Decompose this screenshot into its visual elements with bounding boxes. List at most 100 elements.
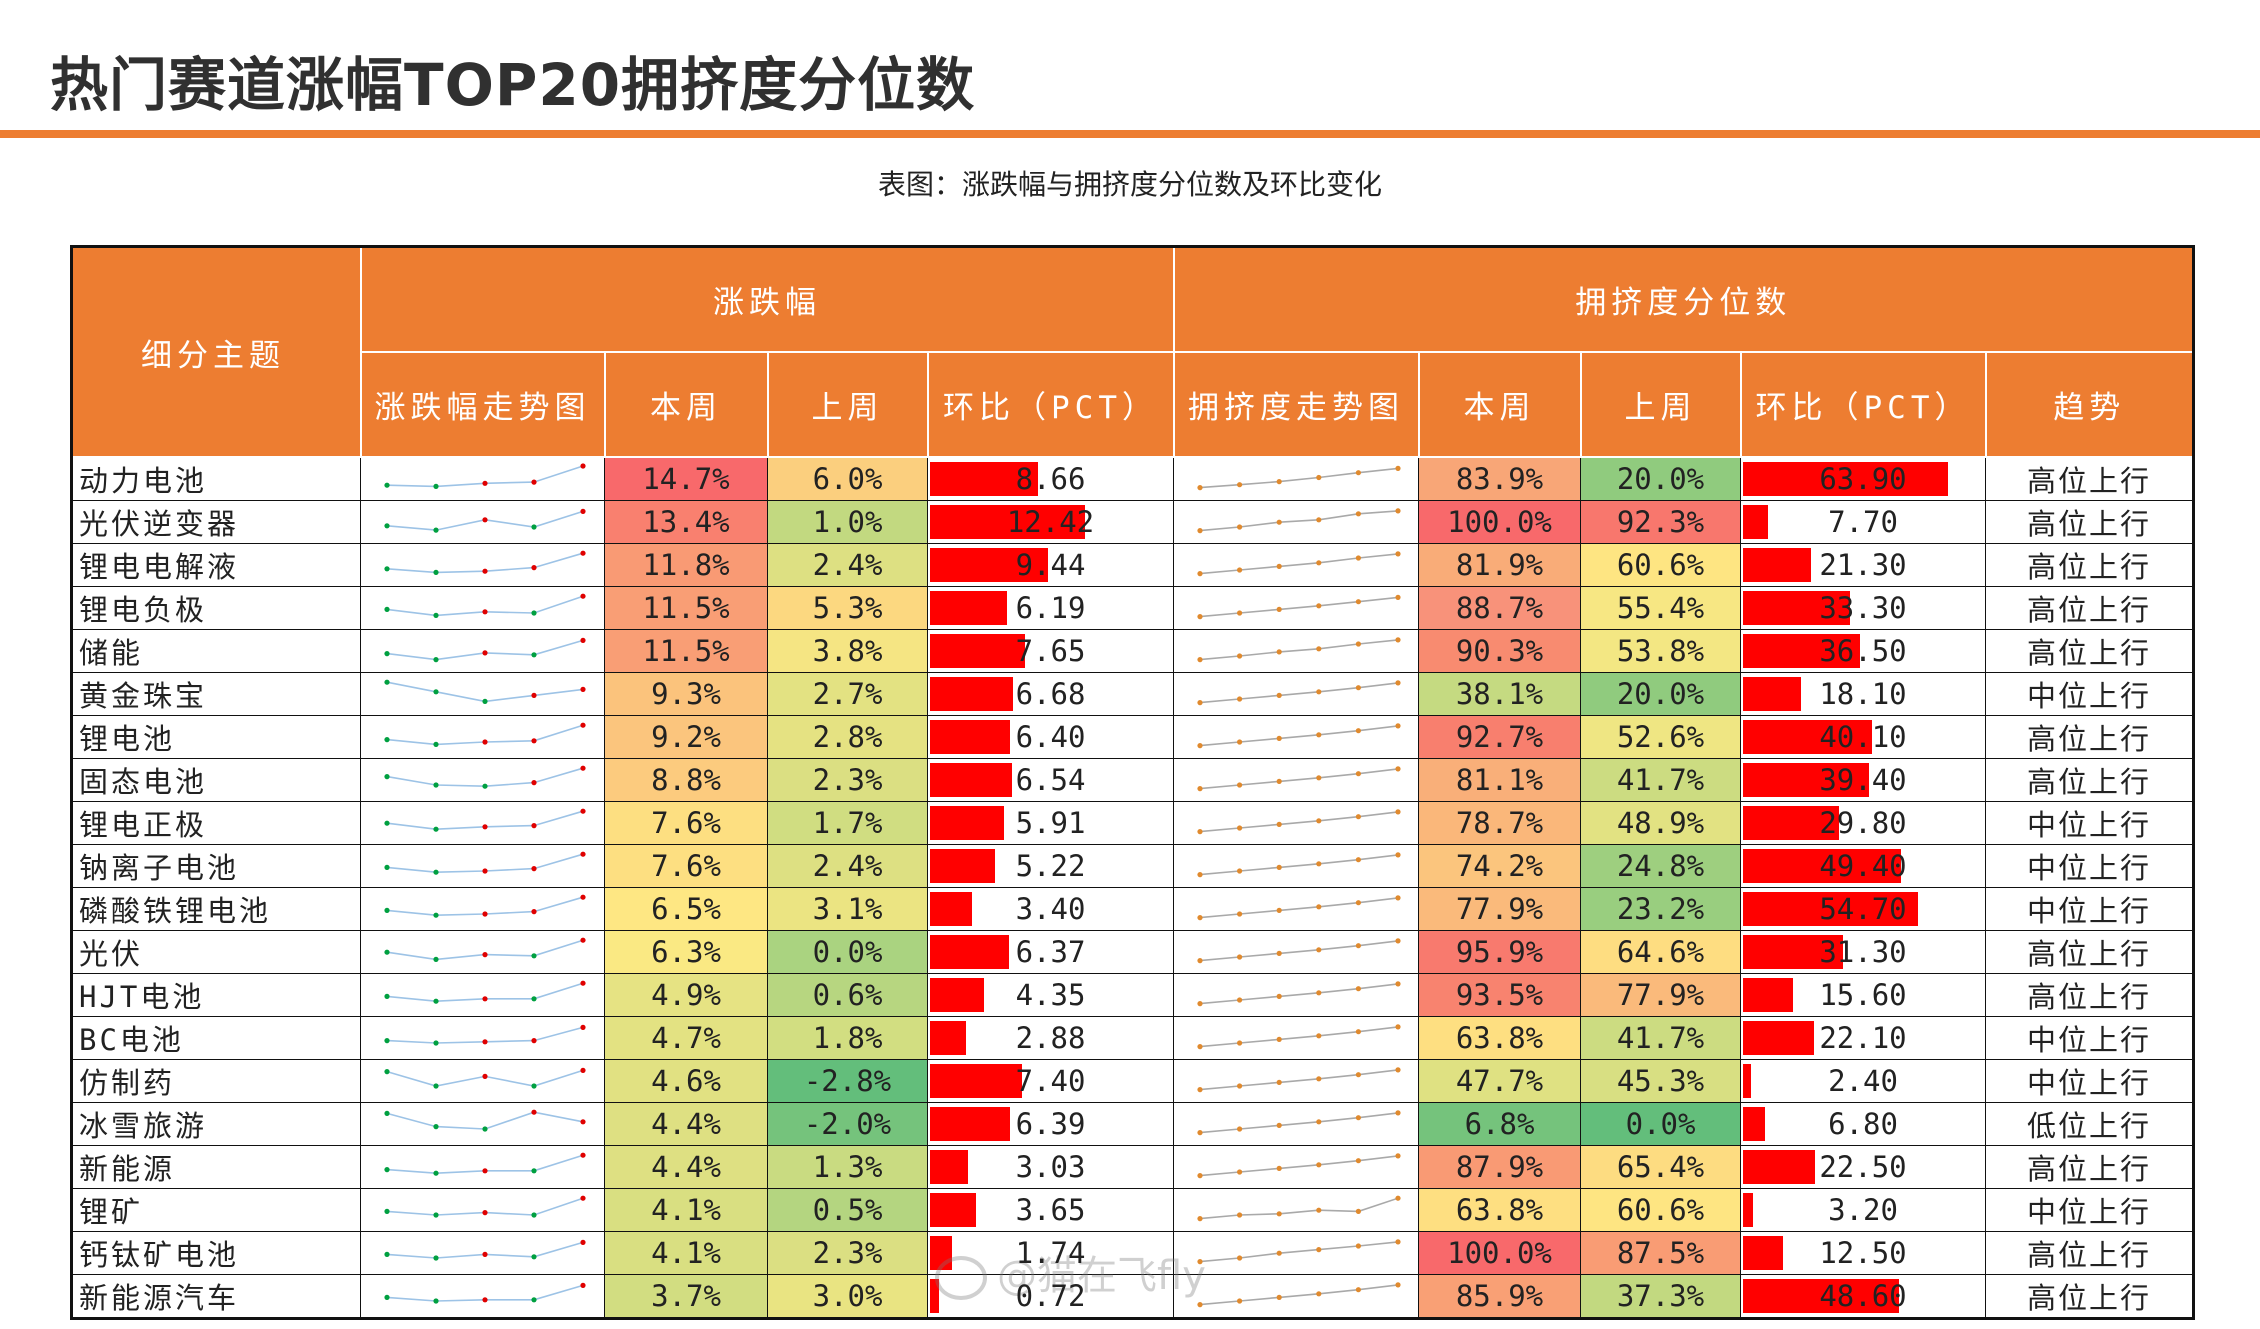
topic-name: 锂电正极 <box>71 801 361 845</box>
crowd-sparkline <box>1173 1188 1419 1232</box>
change-sparkline-point <box>384 949 390 955</box>
crowd-sparkline-line <box>1199 1155 1399 1177</box>
change-sparkline-svg <box>384 1067 586 1089</box>
change-sparkline-point <box>384 774 390 780</box>
crowd-sparkline-point <box>1276 907 1282 913</box>
change-this-week: 11.5% <box>604 629 768 673</box>
crowd-sparkline-point <box>1197 1044 1203 1050</box>
change-sparkline-point <box>384 1208 390 1214</box>
table-caption: 表图：涨跌幅与拥挤度分位数及环比变化 <box>877 168 1382 201</box>
topic-name: 冰雪旅游 <box>71 1102 361 1146</box>
crowd-qoq-bar-value: 3.20 <box>1828 1193 1898 1227</box>
change-qoq-bar-fill <box>930 677 1014 711</box>
header-group-crowd: 拥挤度分位数 <box>1172 245 2195 353</box>
change-sparkline-point <box>384 907 390 913</box>
crowd-this-week: 87.9% <box>1418 1145 1581 1189</box>
crowd-sparkline-point <box>1237 1126 1243 1132</box>
change-sparkline <box>360 456 605 501</box>
crowd-sparkline-point <box>1197 528 1203 534</box>
crowd-qoq-bar-fill <box>1743 763 1870 797</box>
change-qoq-bar-value: 4.35 <box>1015 978 1086 1012</box>
change-sparkline <box>360 586 605 630</box>
change-sparkline-svg <box>384 765 586 789</box>
header-crowd-trend: 拥挤度走势图 <box>1172 351 1420 458</box>
change-sparkline-point <box>384 651 390 657</box>
change-sparkline-point <box>482 650 488 656</box>
change-sparkline <box>360 1145 605 1189</box>
change-sparkline-point <box>531 565 537 571</box>
trend-label: 高位上行 <box>1984 1274 2195 1319</box>
change-qoq-bar-fill <box>930 548 1048 582</box>
change-sparkline <box>360 758 605 802</box>
crowd-sparkline-svg <box>1197 1153 1401 1179</box>
crowd-qoq-bar-fill <box>1743 1021 1814 1055</box>
crowd-sparkline-point <box>1316 1119 1322 1125</box>
crowd-sparkline-point <box>1395 1239 1401 1245</box>
crowd-qoq-bar: 18.10 <box>1740 672 1986 716</box>
crowd-sparkline-point <box>1395 508 1401 514</box>
crowd-qoq-bar-value: 54.70 <box>1819 892 1907 926</box>
crowd-qoq-bar-fill <box>1743 1150 1816 1184</box>
header-crowd-this-week: 本周 <box>1417 351 1582 458</box>
crowd-sparkline-point <box>1276 1165 1282 1171</box>
crowd-this-week: 6.8% <box>1418 1102 1581 1146</box>
trend-label: 中位上行 <box>1984 844 2195 888</box>
crowd-sparkline-svg <box>1197 1282 1401 1308</box>
crowd-last-week: 41.7% <box>1580 1016 1741 1060</box>
change-qoq-bar-fill <box>930 634 1026 668</box>
crowd-sparkline-point <box>1276 479 1282 485</box>
change-qoq-bar-value: 9.44 <box>1015 548 1086 582</box>
crowd-qoq-bar-fill <box>1743 978 1794 1012</box>
crowd-qoq-bar-fill <box>1743 892 1919 926</box>
change-sparkline-point <box>580 937 586 943</box>
change-sparkline-point <box>482 480 488 486</box>
crowd-sparkline-point <box>1355 1072 1361 1078</box>
change-sparkline-point <box>384 566 390 572</box>
crowd-last-week: 65.4% <box>1580 1145 1741 1189</box>
topic-name: 新能源汽车 <box>71 1274 361 1319</box>
change-sparkline <box>360 629 605 673</box>
change-qoq-bar-fill <box>930 892 973 926</box>
crowd-sparkline-svg <box>1197 1195 1401 1222</box>
crowd-sparkline <box>1173 758 1419 802</box>
crowd-sparkline-point <box>1276 778 1282 784</box>
crowd-sparkline-point <box>1395 1024 1401 1030</box>
trend-label: 高位上行 <box>1984 930 2195 974</box>
change-last-week: 3.8% <box>767 629 928 673</box>
crowd-sparkline-point <box>1395 766 1401 772</box>
change-sparkline-point <box>433 826 439 832</box>
change-sparkline-point <box>580 808 586 814</box>
change-qoq-bar-fill <box>930 1150 968 1184</box>
crowd-qoq-bar-value: 6.80 <box>1828 1107 1898 1141</box>
change-qoq-bar: 6.54 <box>927 758 1174 802</box>
change-qoq-bar: 6.40 <box>927 715 1174 759</box>
crowd-qoq-bar-fill <box>1743 935 1844 969</box>
crowd-sparkline-line <box>1199 596 1399 618</box>
change-qoq-bar-fill <box>930 978 985 1012</box>
change-sparkline-point <box>482 609 488 615</box>
crowd-sparkline-point <box>1316 904 1322 910</box>
crowd-sparkline <box>1173 1059 1419 1103</box>
change-sparkline-svg <box>384 1195 586 1218</box>
crowd-sparkline-line <box>1199 1069 1399 1091</box>
crowd-sparkline-point <box>1237 610 1243 616</box>
crowd-sparkline-point <box>1276 649 1282 655</box>
change-sparkline-svg <box>384 550 586 575</box>
crowd-sparkline-point <box>1197 1302 1203 1308</box>
crowd-qoq-bar: 40.10 <box>1740 715 1986 759</box>
change-sparkline-svg <box>384 593 586 618</box>
change-qoq-bar: 8.66 <box>927 456 1174 501</box>
crowd-qoq-bar-value: 29.80 <box>1819 806 1907 840</box>
change-sparkline-point <box>531 866 537 872</box>
change-qoq-bar-fill <box>930 591 1008 625</box>
change-sparkline-point <box>482 1126 488 1132</box>
change-sparkline-point <box>433 869 439 875</box>
crowd-sparkline-line <box>1199 940 1399 962</box>
crowd-qoq-bar-value: 21.30 <box>1819 548 1907 582</box>
crowd-qoq-bar-fill <box>1743 806 1839 840</box>
change-sparkline-point <box>482 698 488 704</box>
topic-name: 固态电池 <box>71 758 361 802</box>
crowd-this-week: 100.0% <box>1418 500 1581 544</box>
page-title: 热门赛道涨幅TOP20拥挤度分位数 <box>50 51 976 119</box>
crowd-sparkline-line <box>1199 983 1399 1005</box>
